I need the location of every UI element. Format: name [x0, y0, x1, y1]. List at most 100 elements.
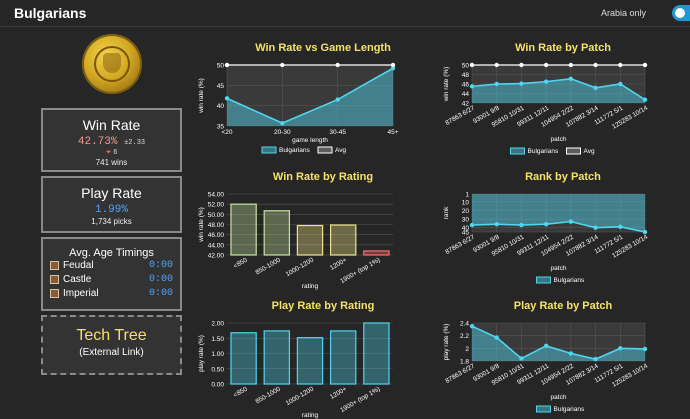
y-tick-label: 1: [465, 192, 469, 199]
age-name: Feudal: [63, 260, 94, 271]
data-point: [593, 356, 598, 362]
x-axis-label: rating: [302, 283, 319, 290]
y-tick-label: 1.50: [211, 336, 224, 343]
x-axis-label: patch: [551, 265, 567, 272]
data-point: [390, 62, 396, 68]
y-tick-label: 46.00: [208, 232, 225, 239]
data-point: [642, 346, 648, 352]
y-tick-label: 44.00: [208, 242, 225, 249]
data-point: [335, 97, 340, 102]
data-point: [568, 219, 574, 224]
y-tick-label: 35: [217, 124, 225, 131]
age-time: 0:00: [148, 288, 173, 299]
x-tick-label: <850: [232, 385, 249, 399]
feudal-age-icon: [50, 261, 59, 270]
data-point: [519, 62, 524, 68]
y-tick-label: 45: [217, 83, 225, 90]
data-point: [543, 222, 549, 227]
data-point: [618, 346, 623, 351]
series-line: [471, 220, 646, 233]
data-point: [642, 97, 648, 102]
y-tick-label: 46: [462, 82, 470, 89]
y-tick-label: 0.50: [211, 366, 224, 373]
play-rate-by-rating-chart: Play Rate by Rating 0.00 0.50 1.00 1.50 2.00 p…: [195, 296, 440, 419]
data-point: [642, 62, 648, 68]
legend-swatch: [261, 146, 277, 154]
legend-swatch: [536, 405, 551, 413]
bar: [230, 203, 257, 256]
win-rate-error: ±2.33: [124, 139, 146, 147]
y-tick-label: 42.00: [208, 253, 225, 260]
legend-label: Avg: [335, 147, 346, 154]
x-tick-label: 45+: [387, 129, 398, 136]
win-rank-value: 6: [113, 149, 118, 156]
tech-tree-link[interactable]: Tech Tree (External Link): [41, 315, 182, 375]
y-tick-label: 45: [462, 230, 470, 237]
data-point: [642, 229, 648, 235]
data-point: [494, 62, 499, 68]
page-title: Bulgarians: [14, 5, 87, 21]
bar: [296, 337, 324, 385]
tech-tree-title: Tech Tree: [76, 327, 147, 344]
x-tick-label: 20-30: [274, 129, 291, 136]
data-point: [494, 81, 499, 87]
age-row-feudal: Feudal 0:00: [43, 259, 180, 273]
bar: [296, 224, 324, 256]
y-tick-label: 48.00: [208, 222, 225, 229]
x-tick-label: 1200+: [329, 257, 348, 272]
data-point: [469, 84, 475, 89]
play-rate-title: Play Rate: [81, 185, 142, 201]
x-tick-label: <850: [232, 256, 249, 270]
arabia-only-label: Arabia only: [600, 8, 646, 18]
y-axis-label: play rate (%): [443, 324, 450, 361]
x-tick-label: 850-1000: [254, 256, 282, 276]
plot-area: [472, 194, 645, 232]
data-point: [543, 62, 549, 68]
y-tick-label: 2.00: [211, 321, 224, 328]
y-tick-label: 1.00: [211, 351, 224, 358]
x-tick-label: <20: [221, 129, 232, 136]
x-axis-label: game length: [292, 137, 328, 144]
chart-title: Rank by Patch: [525, 171, 601, 183]
plot-area: [227, 65, 393, 126]
age-timings-panel: Avg. Age Timings Feudal 0:00 Castle 0:00…: [41, 237, 182, 311]
x-tick-label: 1200+: [329, 386, 348, 401]
y-axis-label: play rate (%): [198, 335, 205, 372]
y-tick-label: 50: [462, 63, 470, 70]
bar: [329, 330, 357, 385]
age-name: Castle: [63, 274, 92, 285]
legend-label: Bulgarians: [554, 406, 585, 413]
data-point: [519, 81, 524, 86]
data-point: [335, 62, 340, 68]
y-tick-label: 2: [465, 346, 469, 353]
y-tick-label: 50.00: [208, 212, 225, 219]
data-point: [519, 356, 524, 361]
x-tick-label: 30-45: [329, 129, 346, 136]
series-line: [471, 77, 646, 101]
y-tick-label: 44: [462, 91, 470, 98]
bar: [363, 322, 390, 385]
legend-swatch: [566, 147, 581, 155]
x-tick-label: 87863 6/27: [444, 233, 476, 256]
data-point: [568, 351, 574, 356]
play-rate-value: 1.99%: [94, 204, 128, 216]
civ-emblem: [82, 34, 142, 94]
chart-title: Win Rate by Patch: [515, 42, 611, 54]
y-tick-label: 1.8: [460, 359, 469, 366]
y-tick-label: 48: [462, 72, 470, 79]
y-axis-label: win rate (%): [443, 67, 450, 103]
age-time: 0:00: [148, 274, 173, 285]
age-name: Imperial: [63, 288, 99, 299]
data-point: [469, 222, 475, 228]
data-point: [618, 224, 623, 230]
arabia-only-toggle[interactable]: [672, 5, 690, 21]
picks-count: 1,734 picks: [91, 217, 132, 226]
series-area: [227, 68, 393, 126]
chart-title: Win Rate by Rating: [273, 171, 373, 183]
series-area: [472, 326, 645, 361]
y-tick-label: 40: [217, 103, 225, 110]
rank-by-patch-chart: Rank by Patch 1 10 20 30 40 45 rank 87863 6/27 93…: [440, 167, 685, 292]
y-tick-label: 2.4: [460, 321, 469, 328]
y-tick-label: 52.00: [208, 202, 225, 209]
chart-title: Play Rate by Rating: [272, 300, 375, 312]
